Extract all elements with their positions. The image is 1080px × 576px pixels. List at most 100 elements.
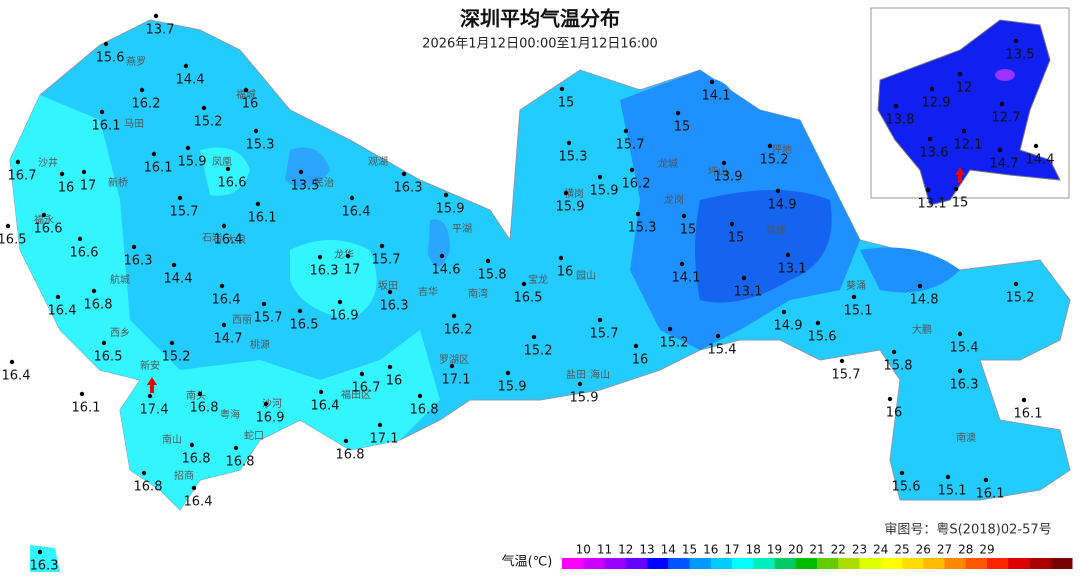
station-value: 15.4 [950,341,979,356]
station-value: 14.4 [164,272,193,287]
district-label: 吉华 [418,285,438,298]
station-value: 16.5 [94,350,123,365]
station-dot [153,13,159,19]
district-label: 南湾 [468,287,488,300]
station-value: 16.7 [8,169,37,184]
station-value: 16.6 [70,246,99,261]
inset [870,7,1070,206]
station-value: 13.6 [920,146,949,161]
station-value: 15.2 [194,115,223,130]
station-value: 16.8 [182,452,211,467]
station-dot [387,289,393,295]
district-label: 龙岗 [664,193,684,206]
station-dot [577,381,583,387]
station-dot [379,243,385,249]
station-value: 15.9 [590,184,619,199]
station-dot [449,363,455,369]
station-dot [839,358,845,364]
station-dot [505,370,511,376]
station-value: 17.1 [442,373,471,388]
station-dot [225,166,231,172]
map-base [9,19,1071,572]
station-value: 16.1 [976,487,1005,502]
station-value: 13.1 [918,197,947,212]
station-value: 15.3 [628,221,657,236]
legend-tick: 13 [639,543,654,557]
district-label: 粤海 [220,408,240,421]
district-label: 横岗 [564,187,584,200]
district-label: 海山 [590,368,610,381]
district-label: 新桥 [108,176,128,189]
station-value: 15.7 [170,205,199,220]
district-label: 新安 [140,359,160,372]
legend-swatch [753,558,775,569]
station-value: 16 [557,265,574,280]
station-value: 15.7 [254,311,283,326]
station-value: 15 [728,231,745,246]
district-label: 福永 [34,213,54,226]
station-value: 13.9 [714,170,743,185]
station-dot [563,190,569,196]
station-value: 16.5 [514,291,543,306]
station-value: 14.4 [1026,153,1055,168]
station-value: 16.8 [226,455,255,470]
station-dot [417,393,423,399]
station-value: 16.8 [410,403,439,418]
station-value: 16.4 [2,369,31,384]
station-dot [345,253,351,259]
station-dot [559,86,565,92]
station-dot [785,252,791,258]
station-value: 15 [952,196,969,211]
district-label: 马田 [124,118,144,130]
station-dot [925,187,931,193]
legend-swatch [838,558,860,569]
station-dot [387,364,393,370]
station-dot [531,334,537,340]
station-value: 16.8 [134,480,163,495]
station-dot [221,322,227,328]
station-dot [191,485,197,491]
station-dot [317,254,323,260]
station-value: 16.4 [184,495,213,510]
station-value: 13.5 [1006,48,1035,63]
station-dot [183,63,189,69]
station-dot [255,201,261,207]
station-dot [55,294,61,300]
district-label: 南澳 [956,431,976,444]
legend-swatch [817,558,839,569]
station-dot [667,326,673,332]
station-value: 16.4 [311,399,340,414]
station-value: 16.1 [1014,407,1043,422]
station-dot [927,136,933,142]
station-dot [899,470,905,476]
station-dot [815,320,821,326]
station-dot [597,174,603,180]
station-value: 14.6 [432,263,461,278]
station-dot [337,299,343,305]
station-dot [359,371,365,377]
station-value: 15.7 [372,253,401,268]
station-value: 16.4 [342,205,371,220]
station-value: 15.9 [570,391,599,406]
station-dot [189,442,195,448]
district-label: 沙井 [38,156,58,169]
legend-tick: 12 [618,543,633,557]
legend-swatch [1050,558,1073,569]
station-dot [1033,143,1039,149]
north-arrow [955,167,965,183]
legend-tick: 11 [597,543,612,557]
station-value: 15.8 [478,268,507,283]
station-value: 15.8 [884,359,913,374]
district-label: 龙城 [658,157,678,170]
station-value: 15.2 [760,153,789,168]
legend-swatch [604,558,627,569]
district-label: 西丽 [232,315,252,326]
station-value: 15 [674,120,691,135]
station-dot [263,401,269,407]
station-value: 16 [386,374,403,389]
district-label: 凤凰 [212,156,232,168]
station-value: 16.3 [124,254,153,269]
north-arrow [147,377,157,393]
station-value: 15.7 [590,327,619,342]
legend-tick: 22 [831,543,846,557]
